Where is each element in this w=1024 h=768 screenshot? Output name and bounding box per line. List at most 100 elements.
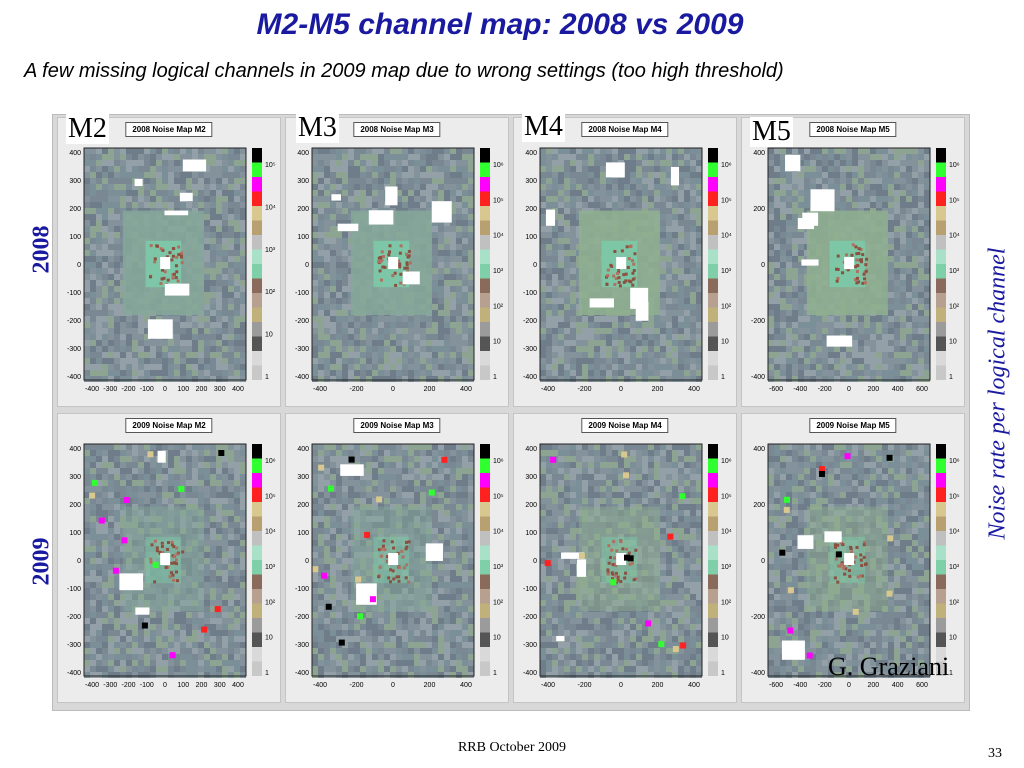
heatmap-cell <box>324 226 330 232</box>
heatmap-cell <box>222 154 228 160</box>
heatmap-cell <box>918 298 924 304</box>
heatmap-cell <box>240 280 246 286</box>
heatmap-cell <box>798 292 804 298</box>
color-scale-label: 10⁶ <box>493 162 504 169</box>
heatmap-cell <box>558 220 564 226</box>
heatmap-cell <box>672 154 678 160</box>
heatmap-cell <box>840 148 846 154</box>
heatmap-cell <box>126 196 132 202</box>
heatmap-cell <box>642 154 648 160</box>
heatmap-cell <box>234 462 240 468</box>
heatmap-cell <box>204 504 210 510</box>
heatmap-cell <box>168 316 174 322</box>
heatmap-cell <box>120 154 126 160</box>
heatmap-cell <box>660 364 666 370</box>
heatmap-cell <box>372 196 378 202</box>
heatmap-cell <box>96 274 102 280</box>
heatmap-cell <box>96 220 102 226</box>
heatmap-cell <box>576 376 582 382</box>
heatmap-cell <box>696 334 702 340</box>
heatmap-cell <box>696 370 702 376</box>
heatmap-cell <box>570 358 576 364</box>
heatmap-cell <box>324 244 330 250</box>
heatmap-cell <box>108 280 114 286</box>
heatmap-cell <box>894 310 900 316</box>
heatmap-cell <box>342 358 348 364</box>
heatmap-cell <box>894 196 900 202</box>
hot-channel <box>856 264 860 268</box>
heatmap-cell <box>96 310 102 316</box>
heatmap-cell <box>330 376 336 382</box>
heatmap-cell <box>468 352 474 358</box>
heatmap-cell <box>618 340 624 346</box>
heatmap-cell <box>228 450 234 456</box>
heatmap-cell <box>132 340 138 346</box>
heatmap-cell <box>696 202 702 208</box>
heatmap-cell <box>192 510 198 516</box>
missing-channel <box>331 194 342 201</box>
heatmap-cell <box>444 220 450 226</box>
heatmap-cell <box>222 346 228 352</box>
heatmap-cell <box>186 474 192 480</box>
heatmap-cell <box>690 196 696 202</box>
heatmap-cell <box>648 334 654 340</box>
heatmap-cell <box>126 322 132 328</box>
heatmap-cell <box>330 280 336 286</box>
heatmap-cell <box>180 352 186 358</box>
heatmap-cell <box>654 334 660 340</box>
heatmap-cell <box>204 522 210 528</box>
heatmap-cell <box>234 238 240 244</box>
heatmap-cell <box>810 172 816 178</box>
y-tick-label: 200 <box>297 206 309 213</box>
heatmap-cell <box>660 352 666 358</box>
heatmap-cell <box>780 166 786 172</box>
heatmap-cell <box>162 528 168 534</box>
heatmap-cell <box>666 334 672 340</box>
heatmap-cell <box>924 262 930 268</box>
heatmap-cell <box>894 352 900 358</box>
heatmap-cell <box>366 316 372 322</box>
heatmap-cell <box>918 232 924 238</box>
heatmap-cell <box>240 450 246 456</box>
heatmap-cell <box>144 334 150 340</box>
heatmap-cell <box>174 352 180 358</box>
heatmap-cell <box>690 208 696 214</box>
heatmap-cell <box>798 334 804 340</box>
heatmap-cell <box>150 154 156 160</box>
heatmap-cell <box>444 328 450 334</box>
heatmap-cell <box>552 250 558 256</box>
heatmap-cell <box>210 238 216 244</box>
slide-subtitle: A few missing logical channels in 2009 m… <box>24 60 784 82</box>
heatmap-cell <box>798 286 804 292</box>
heatmap-cell <box>90 322 96 328</box>
heatmap-cell <box>234 148 240 154</box>
heatmap-cell <box>198 334 204 340</box>
heatmap-cell <box>624 196 630 202</box>
heatmap-cell <box>786 184 792 190</box>
heatmap-cell <box>792 280 798 286</box>
heatmap-cell <box>378 154 384 160</box>
heatmap-cell <box>774 376 780 382</box>
heatmap-cell <box>558 274 564 280</box>
heatmap-cell <box>684 220 690 226</box>
heatmap-cell <box>594 328 600 334</box>
heatmap-cell <box>168 450 174 456</box>
heatmap-cell <box>126 202 132 208</box>
heatmap-cell <box>216 480 222 486</box>
heatmap-cell <box>678 316 684 322</box>
heatmap-cell <box>690 148 696 154</box>
heatmap-cell <box>336 298 342 304</box>
heatmap-cell <box>900 364 906 370</box>
heatmap-cell <box>546 334 552 340</box>
color-scale-segment <box>936 365 946 380</box>
heatmap-cell <box>684 268 690 274</box>
heatmap-cell <box>426 178 432 184</box>
x-tick-label: -100 <box>140 386 154 393</box>
heatmap-cell <box>108 238 114 244</box>
heatmap-cell <box>660 304 666 310</box>
heatmap-cell <box>96 154 102 160</box>
heatmap-cell <box>360 154 366 160</box>
heatmap-cell <box>168 358 174 364</box>
color-scale-label: 1 <box>265 374 269 381</box>
heatmap-cell <box>234 456 240 462</box>
